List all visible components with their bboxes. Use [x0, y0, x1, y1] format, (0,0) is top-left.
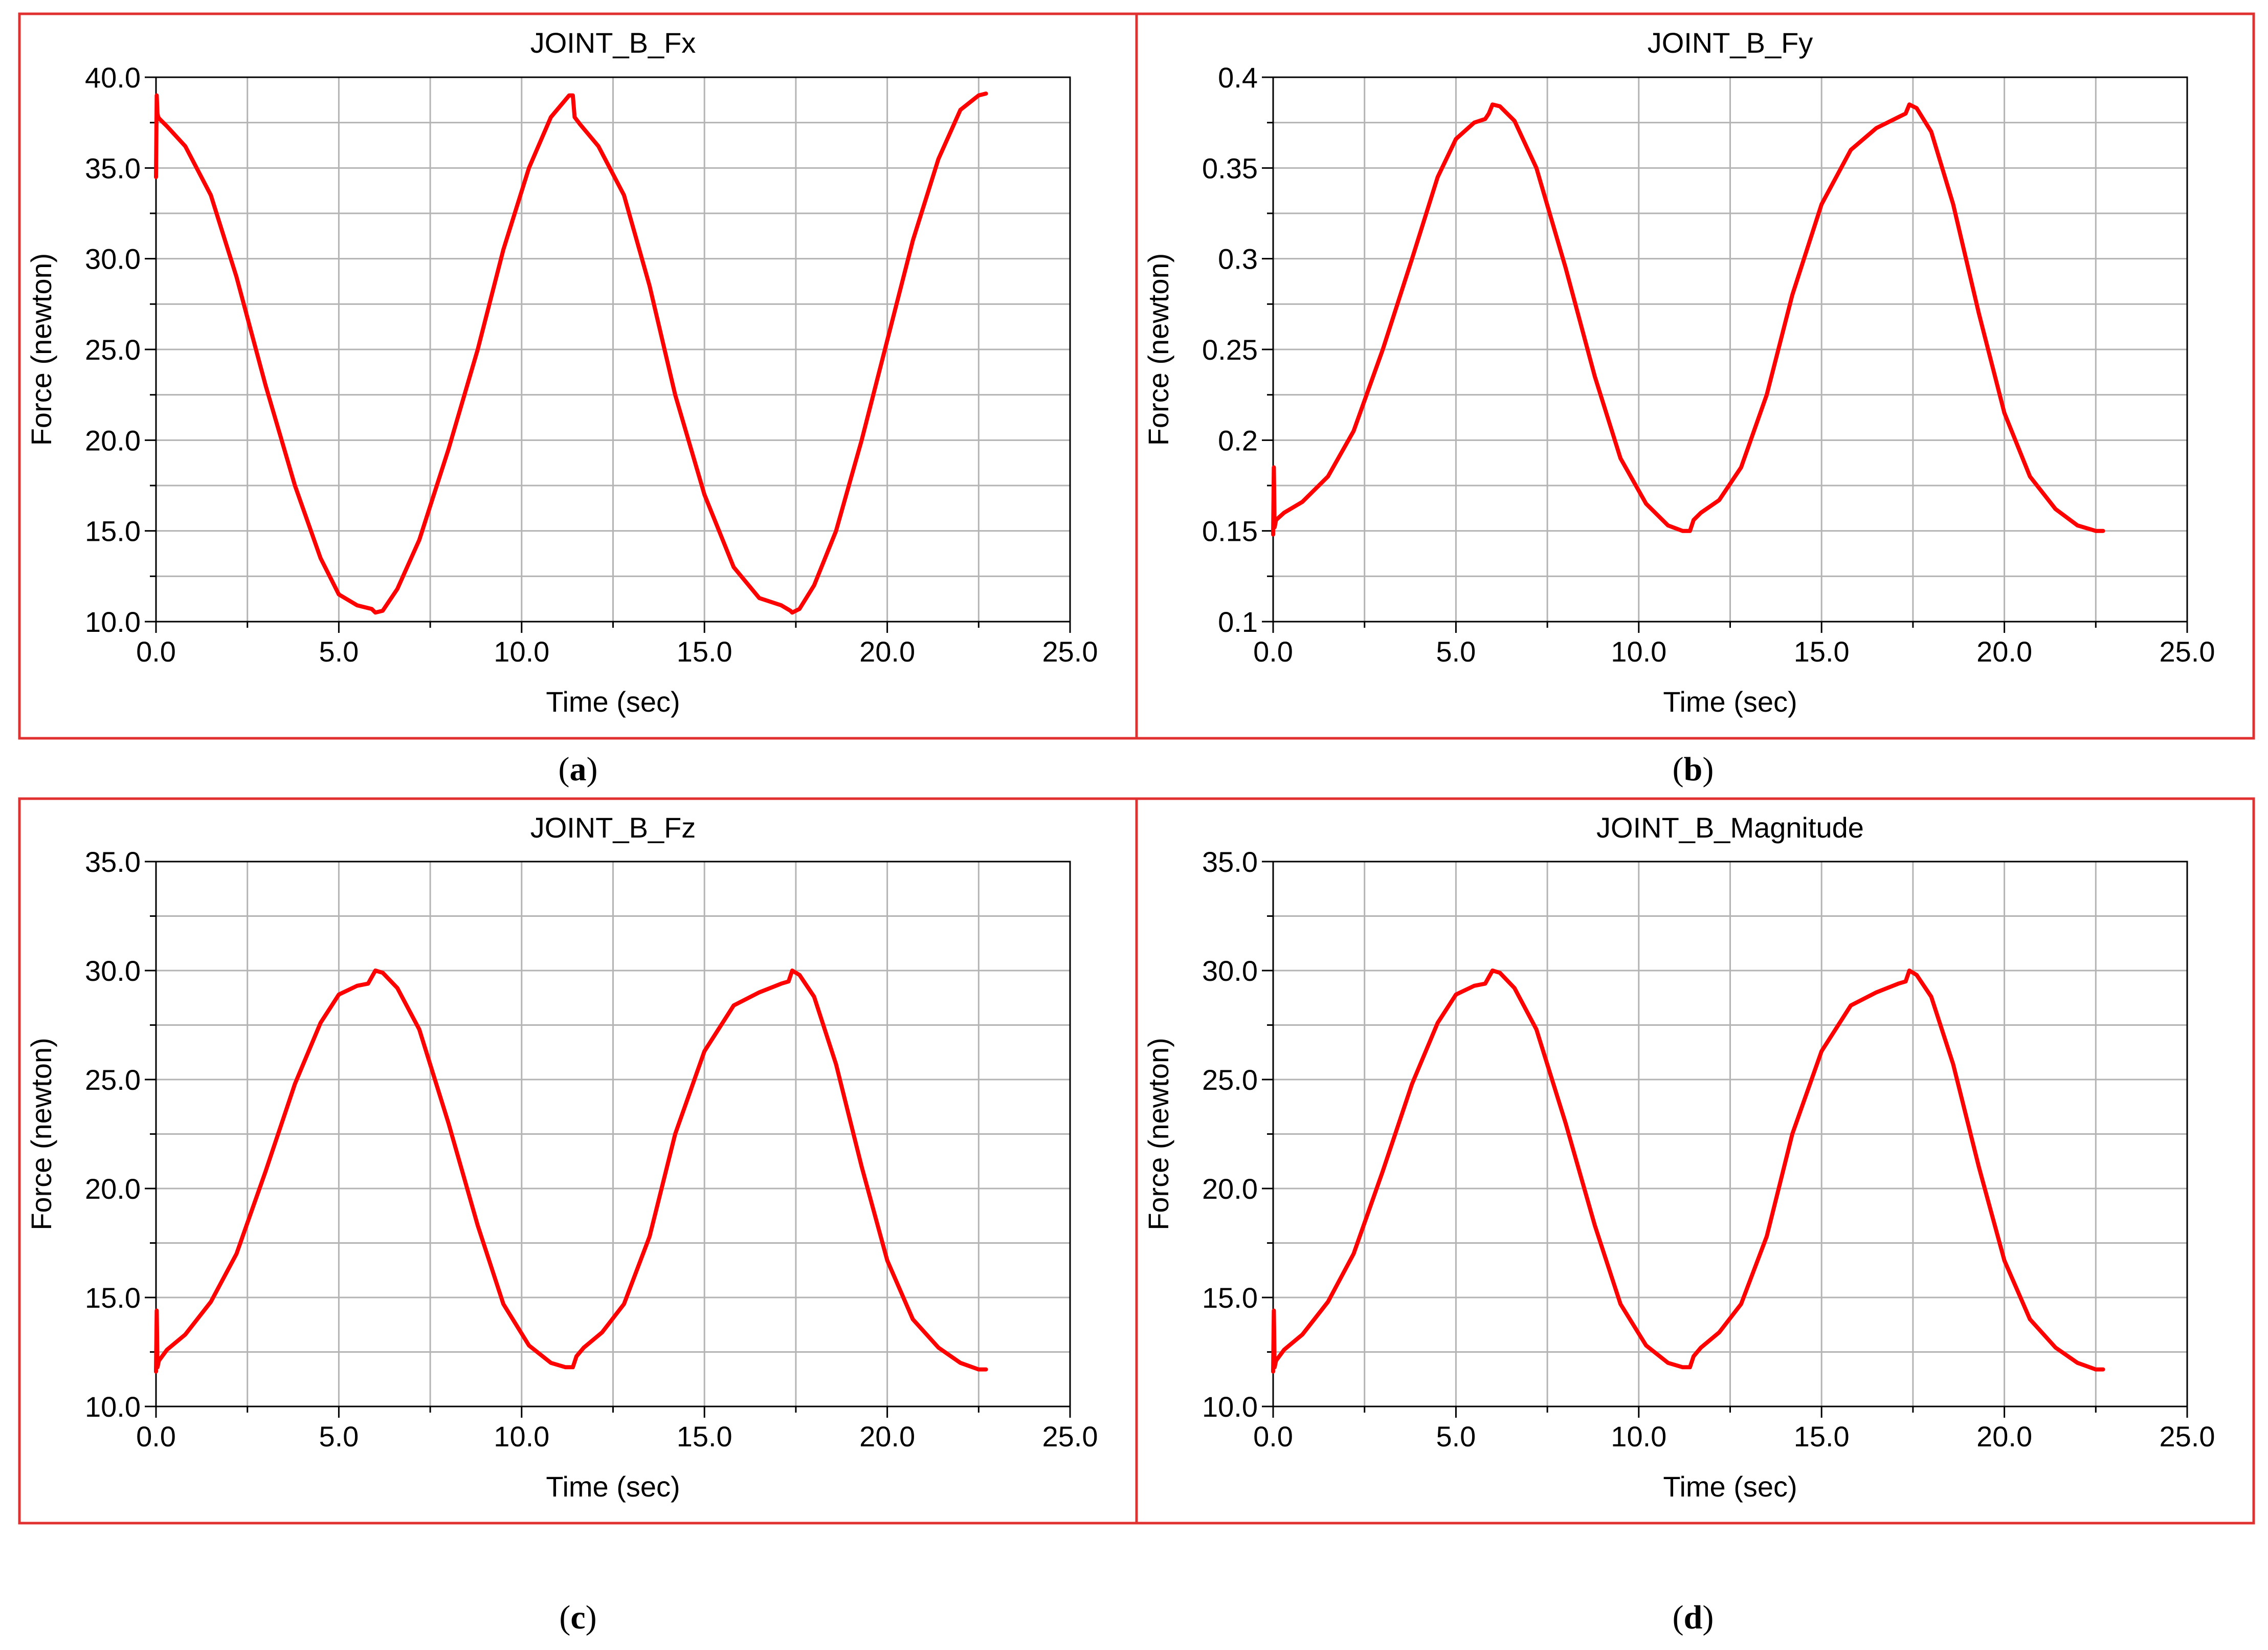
y-tick-label: 35.0: [85, 152, 141, 184]
x-tick-label: 15.0: [677, 635, 732, 668]
caption-c: (c): [559, 1599, 597, 1636]
chart-panel-4: 0.0 5.0 10.0 15.0 20.0 25.0 10.0 15.0 20.0 25.0 30…: [1135, 797, 2255, 1525]
x-tick-label: 15.0: [677, 1420, 732, 1453]
chart-title: JOINT_B_Fz: [530, 811, 696, 844]
x-tick-label: 15.0: [1794, 1420, 1850, 1453]
series-line: [1271, 102, 2105, 537]
y-tick-label: 25.0: [85, 334, 141, 366]
y-tick-label: 20.0: [85, 424, 141, 456]
caption-d: (d): [1672, 1599, 1714, 1636]
y-axis-label: Force (newton): [1142, 1038, 1174, 1230]
x-tick-label: 0.0: [136, 1420, 176, 1453]
y-axis-label: Force (newton): [25, 1038, 57, 1230]
chart-panel-2: 0.0 5.0 10.0 15.0 20.0 25.0 0.1 0.15 0.2 0.25 0.3 0…: [1135, 12, 2255, 740]
x-axis-label: Time (sec): [546, 686, 680, 718]
y-tick-label: 0.4: [1218, 61, 1258, 94]
x-tick-label: 20.0: [1976, 635, 2032, 668]
y-tick-label: 0.3: [1218, 243, 1258, 275]
y-axis-label: Force (newton): [1142, 253, 1174, 446]
y-tick-label: 15.0: [85, 1282, 141, 1314]
caption-a: (a): [558, 751, 598, 788]
y-tick-label: 40.0: [85, 61, 141, 94]
chart-panel-1: 0.0 5.0 10.0 15.0 20.0 25.0 10.0 15.0 20.0 25.0 30…: [18, 12, 1138, 740]
y-tick-label: 25.0: [85, 1064, 141, 1096]
y-tick-label: 15.0: [85, 515, 141, 547]
x-tick-label: 25.0: [2160, 1420, 2215, 1453]
y-tick-label: 35.0: [1202, 846, 1258, 878]
x-tick-label: 10.0: [494, 635, 549, 668]
x-tick-label: 0.0: [1253, 1420, 1293, 1453]
y-tick-label: 10.0: [85, 606, 141, 638]
y-tick-label: 30.0: [1202, 955, 1258, 987]
y-tick-label: 15.0: [1202, 1282, 1258, 1314]
y-tick-label: 30.0: [85, 955, 141, 987]
x-axis-label: Time (sec): [1663, 686, 1797, 718]
y-tick-label: 0.15: [1202, 515, 1258, 547]
x-axis-label: Time (sec): [1663, 1470, 1797, 1503]
x-tick-label: 25.0: [1042, 635, 1098, 668]
x-tick-label: 10.0: [1611, 635, 1666, 668]
y-tick-label: 20.0: [85, 1173, 141, 1205]
x-tick-label: 20.0: [859, 635, 915, 668]
x-tick-label: 25.0: [1042, 1420, 1098, 1453]
series-line: [1271, 969, 2105, 1374]
y-tick-label: 35.0: [85, 846, 141, 878]
x-tick-label: 0.0: [1253, 635, 1293, 668]
chart-title: JOINT_B_Magnitude: [1596, 811, 1864, 844]
x-tick-label: 10.0: [1611, 1420, 1666, 1453]
y-tick-label: 30.0: [85, 243, 141, 275]
x-tick-label: 5.0: [319, 635, 359, 668]
x-axis-label: Time (sec): [546, 1470, 680, 1503]
x-tick-label: 5.0: [319, 1420, 359, 1453]
x-tick-label: 20.0: [859, 1420, 915, 1453]
panel-frame: [1135, 12, 2255, 740]
y-tick-label: 0.35: [1202, 152, 1258, 184]
series-line: [154, 969, 988, 1374]
x-tick-label: 20.0: [1976, 1420, 2032, 1453]
chart-panel-3: 0.0 5.0 10.0 15.0 20.0 25.0 10.0 15.0 20.0 25.0 30…: [18, 797, 1138, 1525]
y-tick-label: 10.0: [1202, 1391, 1258, 1423]
caption-b: (b): [1672, 751, 1714, 788]
y-tick-label: 10.0: [85, 1391, 141, 1423]
panel-frame: [1135, 797, 2255, 1525]
x-tick-label: 10.0: [494, 1420, 549, 1453]
y-tick-label: 0.25: [1202, 334, 1258, 366]
y-axis-label: Force (newton): [25, 253, 57, 446]
x-tick-label: 5.0: [1436, 635, 1476, 668]
x-tick-label: 15.0: [1794, 635, 1850, 668]
x-tick-label: 25.0: [2160, 635, 2215, 668]
y-tick-label: 0.2: [1218, 424, 1258, 456]
series-line: [154, 91, 988, 615]
chart-title: JOINT_B_Fx: [530, 27, 696, 59]
y-tick-label: 20.0: [1202, 1173, 1258, 1205]
y-tick-label: 0.1: [1218, 606, 1258, 638]
x-tick-label: 0.0: [136, 635, 176, 668]
chart-title: JOINT_B_Fy: [1648, 27, 1813, 59]
y-tick-label: 25.0: [1202, 1064, 1258, 1096]
x-tick-label: 5.0: [1436, 1420, 1476, 1453]
